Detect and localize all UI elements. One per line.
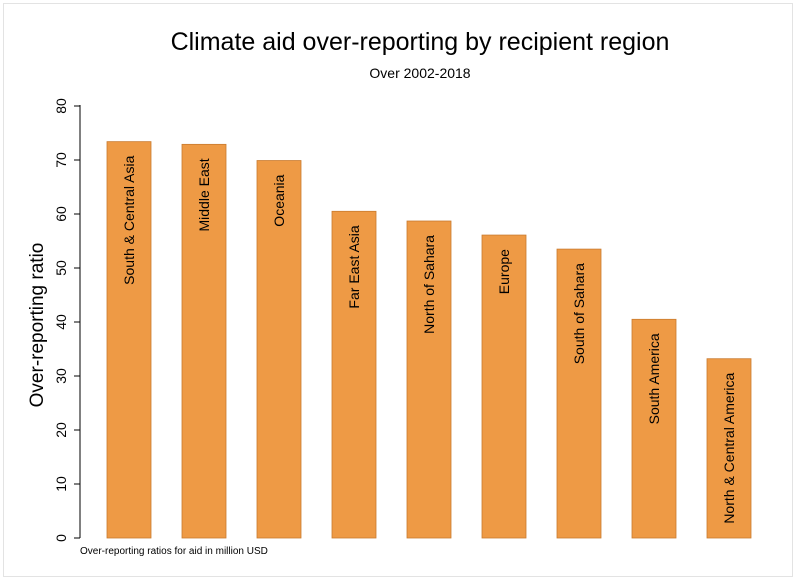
- bar: [331, 210, 377, 539]
- bar: [106, 141, 152, 539]
- chart-frame: [3, 3, 793, 577]
- bar-label: Middle East: [196, 158, 212, 231]
- y-tick-label: 30: [53, 368, 69, 384]
- y-tick-label: 0: [53, 534, 69, 542]
- bar-label: South America: [646, 333, 662, 424]
- y-tick-label: 10: [53, 476, 69, 492]
- chart-note: Over-reporting ratios for aid in million…: [80, 546, 268, 557]
- y-axis-label: Over-reporting ratio: [27, 243, 48, 408]
- y-tick-label: 70: [53, 152, 69, 168]
- y-tick-label: 50: [53, 260, 69, 276]
- bar-label: Europe: [496, 249, 512, 294]
- chart-subtitle: Over 2002-2018: [369, 65, 470, 81]
- bar-label: North & Central America: [721, 373, 737, 524]
- bar-labels-group: South & Central Asia Middle East Oceania Fa…: [121, 155, 737, 523]
- bar: [481, 234, 527, 539]
- bar-label: Oceania: [271, 174, 287, 226]
- bar-label: North of Sahara: [421, 235, 437, 334]
- y-tick-label: 40: [53, 314, 69, 330]
- y-tick-label: 80: [53, 98, 69, 114]
- y-axis-ticks: 0 10 20 30 40 50 60 70 80: [53, 98, 80, 542]
- bar: [181, 143, 227, 539]
- bar: [256, 160, 302, 539]
- bar: [631, 318, 677, 539]
- chart-title: Climate aid over-reporting by recipient …: [171, 28, 670, 56]
- bar: [706, 358, 752, 539]
- bar-label: South of Sahara: [571, 263, 587, 364]
- bars-group: [106, 141, 752, 539]
- y-tick-label: 20: [53, 422, 69, 438]
- y-tick-label: 60: [53, 206, 69, 222]
- bar-label: Far East Asia: [346, 225, 362, 308]
- bar: [406, 220, 452, 539]
- bar-label: South & Central Asia: [121, 155, 137, 284]
- bar: [556, 248, 602, 539]
